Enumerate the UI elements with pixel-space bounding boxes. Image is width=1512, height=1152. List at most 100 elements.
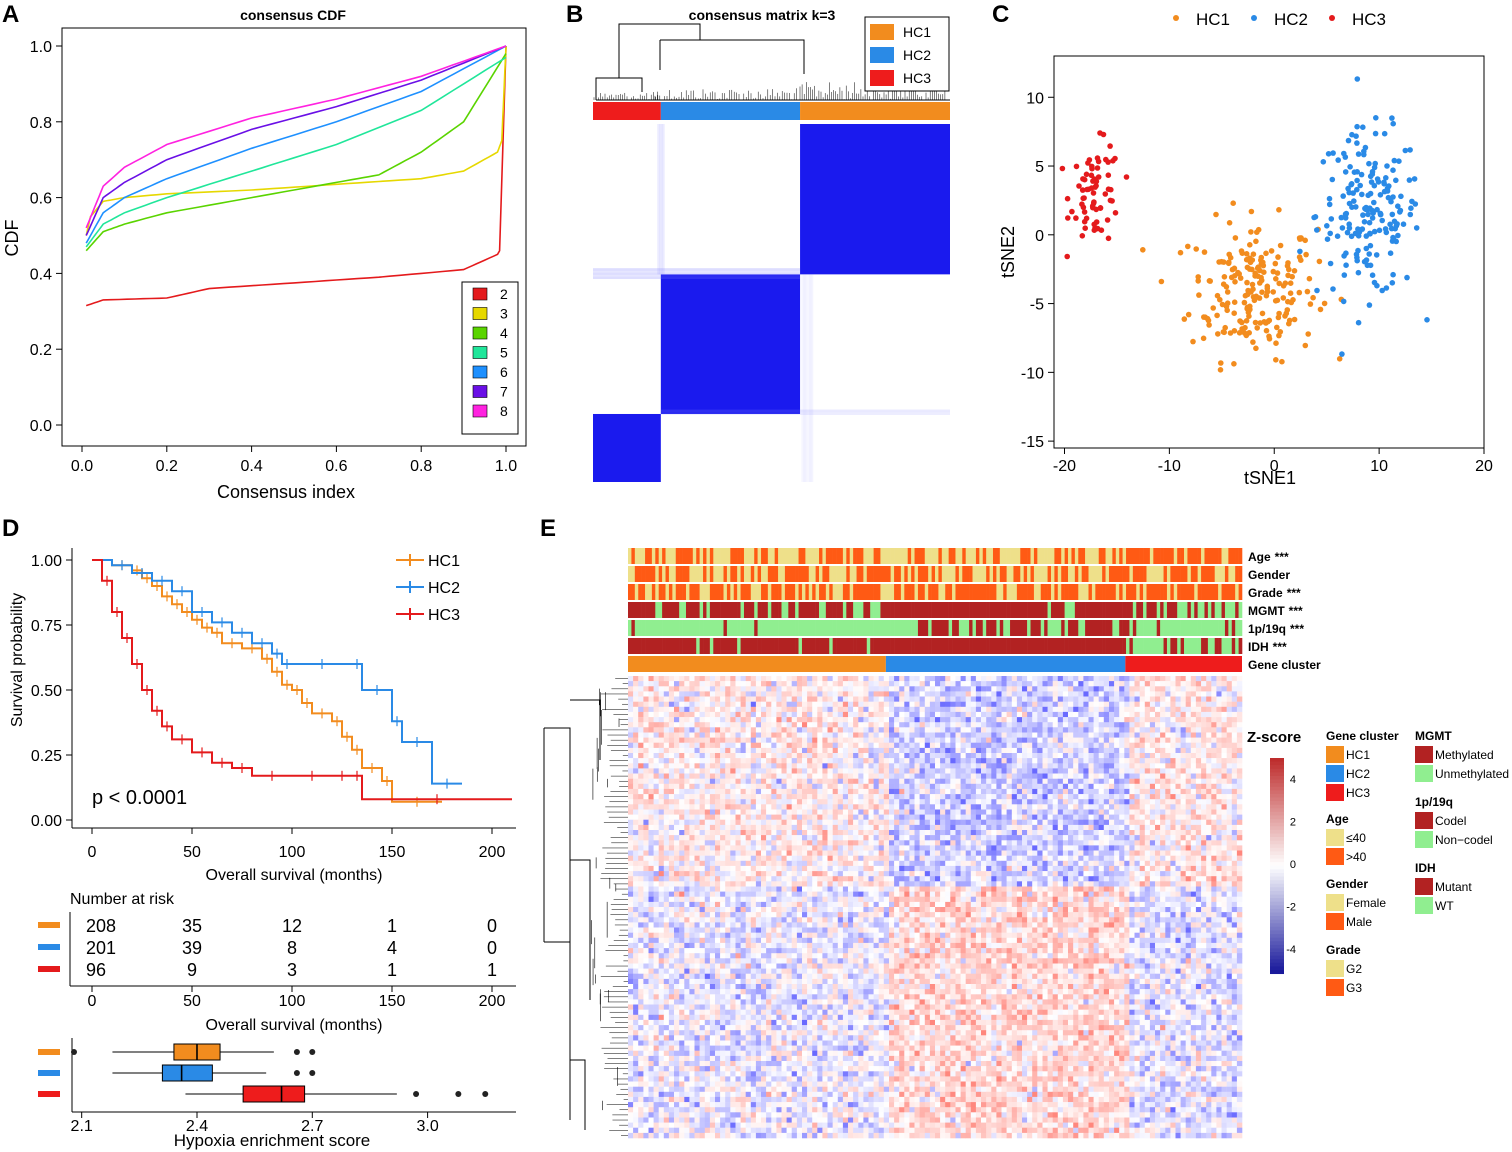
e-heat-cell — [740, 717, 746, 723]
e-heat-cell — [1155, 711, 1161, 718]
e-cell-grade — [685, 584, 690, 600]
e-cell-mgmt — [1078, 602, 1082, 618]
e-heat-cell — [1185, 732, 1192, 738]
e-heat-cell — [745, 768, 752, 774]
e-heat-cell — [812, 717, 818, 723]
e-heat-cell — [1216, 691, 1222, 697]
e-cell-age — [982, 548, 987, 564]
e-cell-mgmt — [1030, 602, 1035, 618]
e-heat-cell — [740, 732, 746, 738]
e-heat-cell — [638, 732, 644, 738]
e-heat-cell — [837, 753, 844, 759]
e-cell-idh — [859, 638, 864, 654]
e-heat-cell — [883, 773, 890, 779]
e-heat-cell — [1011, 701, 1018, 708]
e-heat-cell — [1093, 686, 1099, 692]
e-heat-cell — [970, 763, 977, 769]
tsne-point-hc1 — [1231, 361, 1237, 367]
e-cell-1p19q — [928, 620, 932, 636]
e-heat-cell — [1180, 747, 1186, 754]
e-heat-cell — [878, 763, 885, 769]
e-cell-gender — [723, 566, 728, 582]
e-heat-cell — [935, 701, 941, 708]
e-heat-cell — [914, 696, 920, 702]
tsne-point-hc2 — [1358, 171, 1365, 178]
e-heat-cell — [699, 711, 705, 718]
e-heat-cell — [1032, 706, 1038, 713]
e-heat-cell — [633, 691, 639, 697]
e-cell-grade — [921, 584, 926, 600]
e-heat-cell — [771, 742, 777, 749]
e-heat-cell — [1236, 681, 1243, 687]
b-cluster-bar-HC2 — [660, 102, 801, 120]
e-cell-gender — [1204, 566, 1209, 582]
e-heat-cell — [689, 778, 695, 785]
e-heat-cell — [929, 747, 936, 754]
e-heat-cell — [1226, 732, 1233, 738]
e-heat-cell — [730, 753, 736, 759]
e-heat-cell — [658, 753, 665, 759]
e-cell-idh — [1020, 638, 1024, 654]
e-heat-cell — [1165, 711, 1171, 718]
e-heat-cell — [1109, 676, 1115, 682]
e-heat-cell — [1088, 701, 1094, 708]
e-heat-cell — [750, 717, 757, 723]
e-cell-gender — [1166, 566, 1171, 582]
e-heat-cell — [699, 742, 705, 749]
e-heat-cell — [1083, 686, 1089, 692]
e-heat-cell — [858, 763, 864, 769]
e-heat-cell — [1073, 742, 1079, 749]
e-heat-cell — [668, 727, 675, 733]
e-heat-cell — [1057, 676, 1064, 682]
tsne-point-hc1 — [1317, 306, 1324, 313]
e-cell-grade — [672, 584, 677, 600]
e-heat-cell — [827, 701, 833, 708]
e-cell-gender — [1030, 566, 1035, 582]
tsne-point-hc2 — [1371, 279, 1378, 286]
e-cell-age — [679, 548, 683, 564]
e-heat-cell — [1047, 778, 1053, 785]
e-heat-cell — [1190, 681, 1197, 687]
e-cell-idh — [911, 638, 915, 654]
e-heat-cell — [1083, 788, 1089, 795]
e-heat-cell — [868, 737, 874, 743]
e-heat-cell — [1098, 788, 1105, 795]
e-cell-1p19q — [631, 620, 636, 636]
e-heat-cell — [1027, 722, 1033, 728]
e-heat-cell — [1129, 686, 1135, 692]
e-heat-cell — [945, 758, 951, 764]
e-heat-cell — [986, 727, 992, 733]
e-heat-cell — [970, 753, 977, 759]
e-heat-cell — [648, 737, 654, 743]
tsne-point-hc1 — [1266, 333, 1272, 340]
e-heat-cell — [981, 722, 987, 728]
e-heat-cell — [663, 732, 670, 738]
e-heat-cell — [868, 681, 874, 687]
e-cell-idh — [1190, 638, 1195, 654]
e-cell-age — [795, 548, 799, 564]
e-cell-gender — [1020, 566, 1024, 582]
e-heat-cell — [1011, 753, 1018, 759]
e-cell-gender — [706, 566, 711, 582]
e-heat-cell — [1093, 758, 1099, 764]
e-heat-cell — [945, 747, 951, 754]
e-heat-cell — [1062, 747, 1069, 754]
e-cell-gender — [1156, 566, 1161, 582]
tsne-point-hc1 — [1261, 269, 1267, 276]
e-heat-cell — [837, 686, 844, 692]
e-cell-grade — [761, 584, 765, 600]
tsne-point-hc1 — [1275, 254, 1281, 260]
e-cell-grade — [880, 584, 885, 600]
e-heat-cell — [658, 701, 665, 708]
e-heat-cell — [1109, 773, 1115, 779]
e-heat-cell — [796, 711, 803, 718]
e-heat-cell — [1006, 758, 1012, 764]
e-heat-cell — [1119, 768, 1125, 774]
e-cell-mgmt — [638, 602, 642, 618]
e-heat-cell — [1165, 701, 1171, 708]
e-heat-cell — [1201, 722, 1207, 728]
e-heat-cell — [858, 753, 864, 759]
e-heat-cell — [807, 783, 813, 790]
e-heat-cell — [725, 696, 731, 702]
e-heat-cell — [699, 722, 705, 728]
